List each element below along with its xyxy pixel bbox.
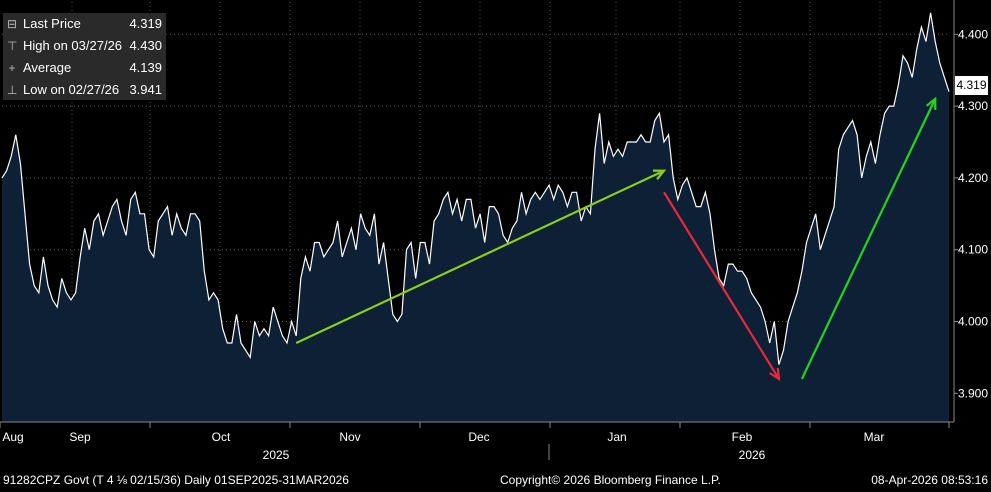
year-label: 2026 (739, 448, 766, 462)
last-price-tag: 4.319 (955, 76, 988, 95)
x-tick-label: Sep (69, 430, 91, 444)
legend-average: + Average 4.139 (3, 57, 166, 79)
x-axis: Aug Sep Oct Nov Dec Jan Feb Mar 2025 2026 (0, 421, 954, 462)
x-tick-label: Nov (339, 430, 360, 444)
timestamp-text: 08-Apr-2026 08:53:16 (871, 473, 988, 487)
arrow-head-2 (769, 367, 781, 382)
y-tick-label: 4.400 (958, 27, 988, 41)
price-line (1, 12, 950, 365)
chart-legend: ⊟ Last Price 4.319 ⊤ High on 03/27/26 4.… (3, 13, 166, 100)
x-tick-label: Aug (2, 430, 23, 444)
x-tick-label: Jan (607, 430, 626, 444)
x-tick-label: Oct (212, 430, 231, 444)
x-tick-label: Feb (732, 430, 753, 444)
arrow-head-3 (925, 96, 937, 110)
legend-label: Low on 02/27/26 (23, 82, 120, 97)
legend-label: Last Price (23, 16, 81, 31)
trend-arrows (295, 96, 937, 382)
footer-bar: 91282CPZ Govt (T 4 ⅛ 02/15/36) Daily 01S… (0, 468, 991, 492)
legend-value: 4.139 (129, 60, 162, 75)
high-marker-icon: ⊤ (7, 39, 18, 53)
y-axis: 3.900 4.000 4.100 4.200 4.300 4.400 (953, 0, 988, 422)
y-tick-label: 3.900 (958, 386, 988, 400)
y-tick-label: 4.100 (958, 243, 988, 257)
x-tick-label: Dec (468, 430, 489, 444)
trend-arrow-1 (295, 169, 665, 345)
y-tick-label: 4.000 (958, 314, 988, 328)
legend-label: High on 03/27/26 (23, 38, 123, 53)
y-tick-label: 4.300 (958, 99, 988, 113)
legend-value: 3.941 (129, 82, 162, 97)
trend-arrow-2 (663, 191, 780, 380)
legend-value: 4.319 (129, 16, 162, 31)
legend-high: ⊤ High on 03/27/26 4.430 (3, 35, 166, 57)
arrow-head-1 (652, 169, 667, 180)
legend-last-price: ⊟ Last Price 4.319 (3, 13, 166, 35)
copyright-text: Copyright© 2026 Bloomberg Finance L.P. (500, 473, 721, 487)
security-description: 91282CPZ Govt (T 4 ⅛ 02/15/36) Daily 01S… (3, 473, 349, 487)
legend-value: 4.430 (129, 38, 162, 53)
legend-low: ⊥ Low on 02/27/26 3.941 (3, 79, 166, 101)
price-chart: 3.900 4.000 4.100 4.200 4.300 4.400 Aug Sep Oct… (0, 0, 988, 462)
low-marker-icon: ⊥ (7, 83, 18, 97)
average-marker-icon: + (8, 61, 16, 75)
last-price-square-icon: ⊟ (7, 17, 18, 31)
x-tick-label: Mar (864, 430, 885, 444)
year-label: 2025 (263, 448, 290, 462)
price-area-fill (2, 12, 949, 423)
y-tick-label: 4.200 (958, 171, 988, 185)
legend-label: Average (23, 60, 72, 75)
trend-arrow-3 (800, 98, 937, 380)
